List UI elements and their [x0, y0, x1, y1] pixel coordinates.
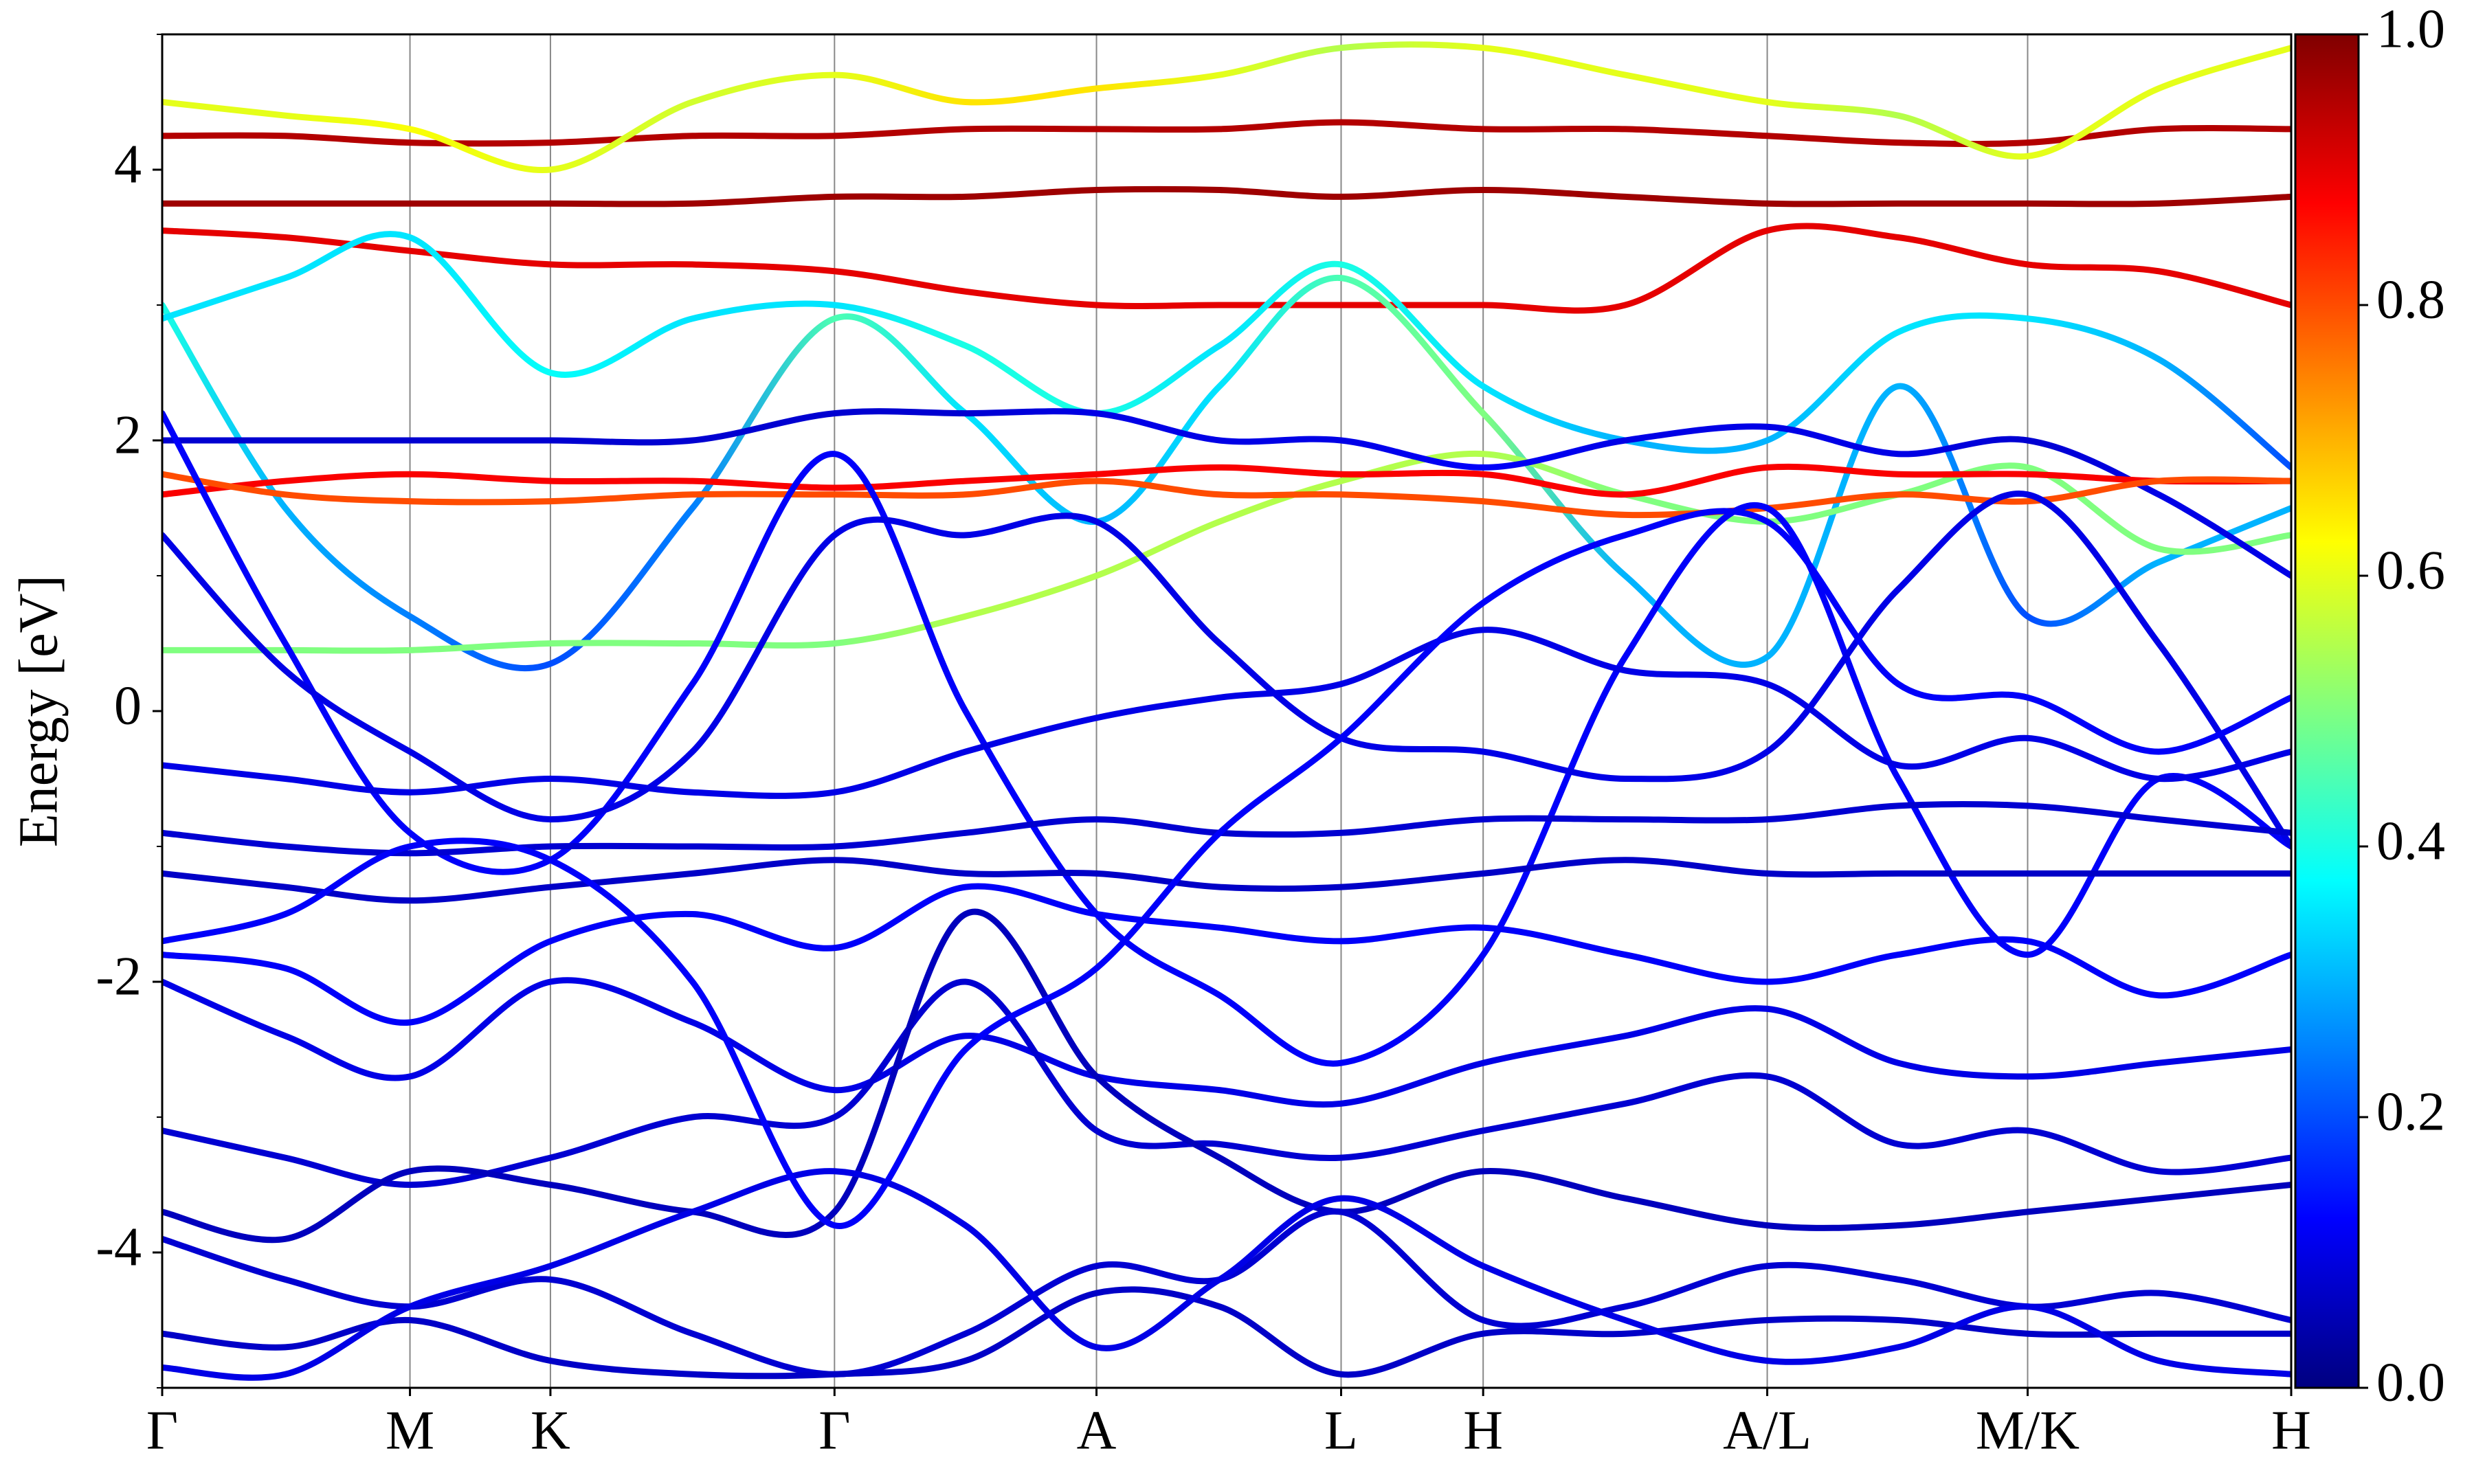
band: [162, 491, 2291, 850]
band: [162, 977, 2291, 1108]
band: [162, 450, 2291, 654]
x-tick-label: A: [1077, 1400, 1117, 1461]
band: [162, 231, 2291, 471]
colorbar-tick-label: 0.4: [2376, 811, 2445, 871]
x-tick-label: M: [386, 1400, 434, 1461]
x-tick-label: K: [531, 1400, 570, 1461]
colorbar-tick-label: 0.0: [2376, 1352, 2445, 1413]
band: [162, 223, 2291, 314]
plot-frame: [161, 33, 2293, 1389]
x-tick-label: M/K: [1976, 1400, 2080, 1461]
band: [162, 627, 2291, 799]
x-tick-label: Γ: [146, 1400, 178, 1461]
y-tick-label: -2: [96, 946, 142, 1007]
band: [162, 857, 2291, 904]
colorbar-tick-label: 0.8: [2376, 269, 2445, 330]
band: [162, 119, 2291, 147]
y-tick-label: 2: [114, 405, 142, 465]
band: [162, 908, 2291, 1244]
y-axis-label: Energy [eV]: [8, 575, 69, 847]
y-tick-label: 0: [114, 675, 142, 736]
x-tick-label: Γ: [818, 1400, 850, 1461]
band: [162, 883, 2291, 1026]
band: [162, 410, 2291, 1067]
band: [162, 41, 2291, 174]
colorbar-tick-label: 0.6: [2376, 540, 2445, 600]
colorbar-tick-label: 1.0: [2376, 0, 2445, 59]
x-tick-label: A/L: [1723, 1400, 1812, 1461]
band: [162, 463, 2291, 498]
y-tick-label: 4: [114, 134, 142, 194]
x-tick-label: H: [2271, 1400, 2311, 1461]
band: [162, 1208, 2291, 1378]
band: [162, 1168, 2291, 1381]
band: [162, 978, 2291, 1189]
band: [162, 1286, 2291, 1380]
x-tick-label: L: [1324, 1400, 1358, 1461]
colorbar: [2294, 33, 2360, 1389]
band: [162, 275, 2291, 672]
band: [162, 508, 2291, 1229]
y-tick-label: -4: [96, 1217, 142, 1277]
x-tick-label: H: [1463, 1400, 1503, 1461]
band: [162, 186, 2291, 207]
colorbar-tick-label: 0.2: [2376, 1081, 2445, 1142]
band: [162, 408, 2291, 579]
band: [162, 471, 2291, 519]
bands: [162, 41, 2291, 1381]
